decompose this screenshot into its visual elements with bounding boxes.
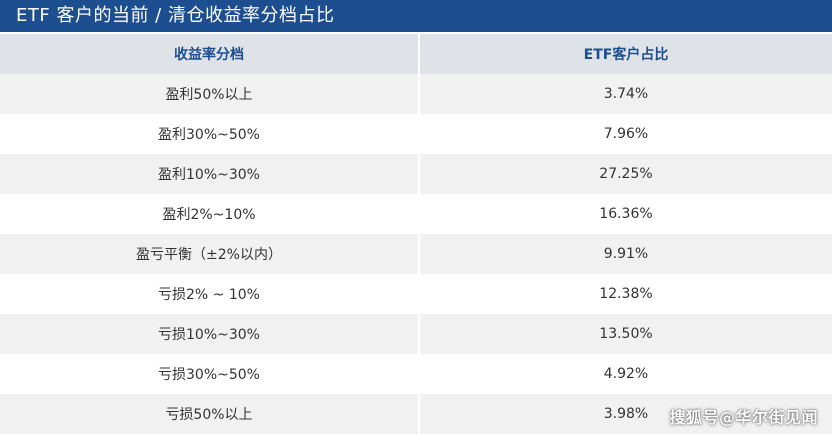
return-band-cell: 盈利2%~10% xyxy=(0,194,420,234)
source-watermark: 搜狐号@华尔街见闻 xyxy=(669,408,818,427)
table-row: 盈利2%~10% 16.36% xyxy=(0,194,832,234)
table-row: 亏损2% ~ 10% 12.38% xyxy=(0,274,832,314)
table-header-row: 收益率分档 ETF客户占比 xyxy=(0,34,832,74)
column-header-etf-share: ETF客户占比 xyxy=(420,34,832,74)
column-header-return-band: 收益率分档 xyxy=(0,34,420,74)
return-band-cell: 盈利30%~50% xyxy=(0,114,420,154)
return-band-cell: 盈利10%~30% xyxy=(0,154,420,194)
etf-share-cell: 7.96% xyxy=(420,114,832,154)
return-band-table: 收益率分档 ETF客户占比 盈利50%以上 3.74% 盈利30%~50% 7.… xyxy=(0,34,832,434)
table-row: 亏损10%~30% 13.50% xyxy=(0,314,832,354)
table-row: 盈利50%以上 3.74% xyxy=(0,74,832,114)
table-row: 亏损50%以上 3.98% xyxy=(0,394,832,434)
etf-share-cell: 12.38% xyxy=(420,274,832,314)
table-row: 盈亏平衡（±2%以内） 9.91% xyxy=(0,234,832,274)
etf-share-cell: 9.91% xyxy=(420,234,832,274)
return-band-cell: 亏损30%~50% xyxy=(0,354,420,394)
return-band-cell: 亏损10%~30% xyxy=(0,314,420,354)
table-row: 亏损30%~50% 4.92% xyxy=(0,354,832,394)
page-title: ETF 客户的当前 / 清仓收益率分档占比 xyxy=(0,0,832,32)
return-band-cell: 亏损2% ~ 10% xyxy=(0,274,420,314)
etf-share-cell: 16.36% xyxy=(420,194,832,234)
return-band-cell: 盈利50%以上 xyxy=(0,74,420,114)
return-band-cell: 盈亏平衡（±2%以内） xyxy=(0,234,420,274)
table-row: 盈利10%~30% 27.25% xyxy=(0,154,832,194)
etf-share-cell: 3.74% xyxy=(420,74,832,114)
etf-share-cell: 27.25% xyxy=(420,154,832,194)
table-row: 盈利30%~50% 7.96% xyxy=(0,114,832,154)
etf-share-cell: 4.92% xyxy=(420,354,832,394)
etf-share-cell: 3.98% xyxy=(420,394,832,434)
etf-share-cell: 13.50% xyxy=(420,314,832,354)
return-band-cell: 亏损50%以上 xyxy=(0,394,420,434)
